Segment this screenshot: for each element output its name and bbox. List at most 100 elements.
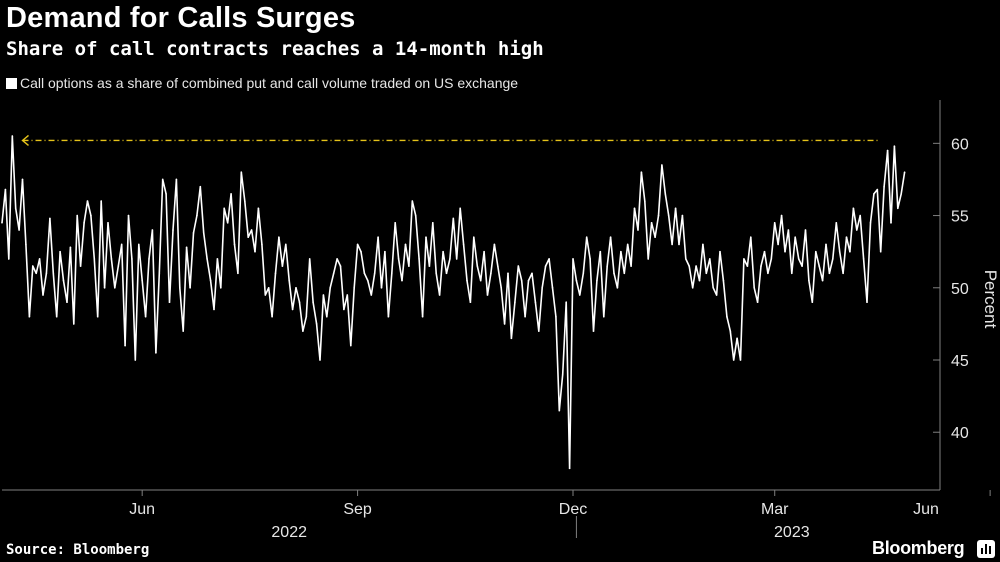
series-point [869,222,872,224]
series-point [21,178,24,181]
series-point [613,272,615,275]
series-point [808,279,810,282]
legend: Call options as a share of combined put … [6,75,518,91]
series-point [575,279,578,282]
series-point [38,258,41,260]
series-point [408,265,410,267]
series-point [120,243,123,246]
series-point [534,301,537,304]
series-point [155,352,157,354]
x-tick-label: Sep [343,501,372,518]
series-point [784,250,786,253]
series-point [773,222,776,224]
series-point [117,265,120,267]
series-point [592,330,595,332]
y-tick-label: 40 [951,425,969,442]
call-share-series-line [1,135,906,470]
series-point [750,236,752,238]
series-point [886,149,889,152]
x-year-label: 2022 [271,524,307,541]
series-point [144,315,147,318]
series-point [753,287,755,289]
series-point [565,301,567,304]
series-point [367,279,369,282]
series-point [876,188,879,191]
source-note: Source: Bloomberg [6,542,150,558]
legend-label: Call options as a share of combined put … [20,75,519,91]
series-point [421,315,424,318]
chart-title: Demand for Calls Surges [6,2,356,34]
series-point [244,200,246,202]
series-point [722,279,725,282]
series-point [743,258,745,260]
series-point [732,359,735,361]
series-point [558,409,561,412]
series-point [873,193,875,195]
series-point [514,301,516,304]
series-point [363,272,366,275]
series-point [637,229,639,231]
series-point [883,185,885,188]
series-point [326,315,328,318]
series-point [339,265,342,267]
y-tick-label: 60 [951,136,969,153]
series-point [897,207,899,210]
series-point [384,250,386,253]
series-point [329,287,332,289]
series-point [62,279,65,282]
series-point [449,258,451,260]
y-ticks: 40 45 50 55 60 [933,136,969,442]
series-point [387,315,390,318]
series-point [688,265,690,267]
series-point [678,243,680,246]
x-tick-label: Dec [559,501,587,518]
series-point [849,250,851,253]
series-points [1,135,906,470]
series-point [93,258,96,260]
series-point [288,279,291,282]
series-point [555,315,557,318]
series-point [527,279,530,282]
series-point [356,243,359,246]
series-point [609,236,612,238]
series-point [719,250,721,253]
series-point [418,258,420,260]
series-point [281,265,284,267]
series-point [35,272,37,275]
series-point [216,258,219,260]
legend-swatch [6,77,17,89]
series-point [657,214,660,217]
series-point [852,207,855,210]
series-point [285,243,287,246]
series-point [736,337,738,340]
series-point [493,243,496,246]
series-point [73,323,75,325]
series-point [500,287,503,289]
series-point [862,258,865,260]
series-point [654,236,656,238]
series-point [842,272,844,275]
series-point [507,272,509,275]
series-point [483,250,485,253]
series-point [148,258,150,260]
series-point [4,188,7,191]
series-point [459,207,462,210]
series-point [343,308,345,311]
y-tick-label: 50 [951,281,969,298]
series-point [787,229,790,231]
series-point [28,315,31,318]
series-point [291,308,294,311]
series-point [202,232,205,234]
series-point [791,272,793,275]
y-axis-title: Percent [981,270,1000,329]
series-point [302,330,304,332]
series-point [240,171,243,173]
series-point [821,279,824,282]
series-point [832,258,834,260]
series-point [100,200,102,202]
series-point [664,193,667,195]
x-ticks: Jun Sep Dec Mar Jun 2022 2023 [129,490,991,541]
series-point [237,272,239,275]
series-point [161,178,164,181]
